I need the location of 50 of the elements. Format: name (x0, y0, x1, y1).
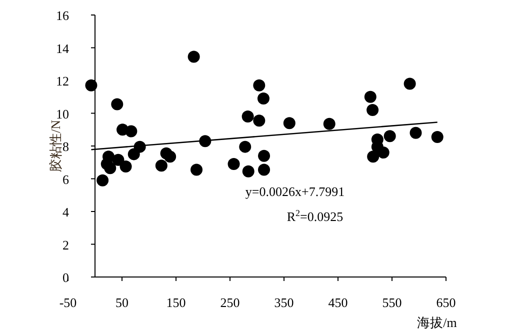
point (190, 164, 203, 176)
x-tick-label: 550 (382, 295, 402, 310)
point (253, 79, 266, 92)
x-tick-label: 650 (436, 295, 456, 310)
point (104, 162, 116, 174)
point (404, 78, 416, 90)
y-tick-label: 8 (62, 139, 69, 154)
y-tick-label: 12 (56, 74, 69, 88)
x-axis-title: 海拔/m (417, 315, 457, 330)
point (431, 130, 444, 143)
x-tick-label: 450 (328, 295, 348, 310)
point (384, 130, 396, 142)
point (228, 158, 240, 170)
y-tick-label: 4 (62, 204, 70, 220)
point (120, 160, 132, 172)
point (155, 160, 168, 172)
point (367, 150, 380, 163)
point (258, 150, 270, 162)
point (242, 165, 254, 178)
point (364, 90, 376, 103)
y-tick-label: 6 (62, 172, 70, 187)
y-axis-title: 胶粘性/N (48, 119, 63, 172)
x-tick-label: -50 (59, 295, 77, 310)
point (188, 50, 200, 63)
point (410, 126, 422, 139)
x-tick-label: 250 (220, 295, 240, 310)
point (239, 140, 252, 153)
x-tick-label: 50 (116, 295, 128, 310)
x-tick-label: 150 (166, 295, 186, 310)
point (283, 117, 296, 130)
point (96, 174, 109, 186)
annotation: y=0.0026x+7.7991 (245, 184, 345, 199)
point (164, 150, 176, 163)
y-tick-label: 2 (62, 237, 69, 252)
point (85, 79, 98, 92)
y-tick-label: 14 (56, 40, 70, 56)
point (377, 146, 390, 159)
point (257, 92, 270, 105)
annotation: R$^{2}$=0.0925 (286, 208, 344, 224)
point (258, 164, 270, 176)
point (125, 125, 138, 138)
point (323, 118, 336, 130)
point (111, 98, 124, 110)
y-tick-label: 10 (56, 106, 69, 122)
point (242, 110, 254, 123)
y-tick-label: 16 (56, 8, 70, 23)
x-tick-label: 350 (274, 295, 294, 310)
point (112, 154, 124, 166)
point (253, 114, 266, 127)
point (366, 104, 379, 116)
